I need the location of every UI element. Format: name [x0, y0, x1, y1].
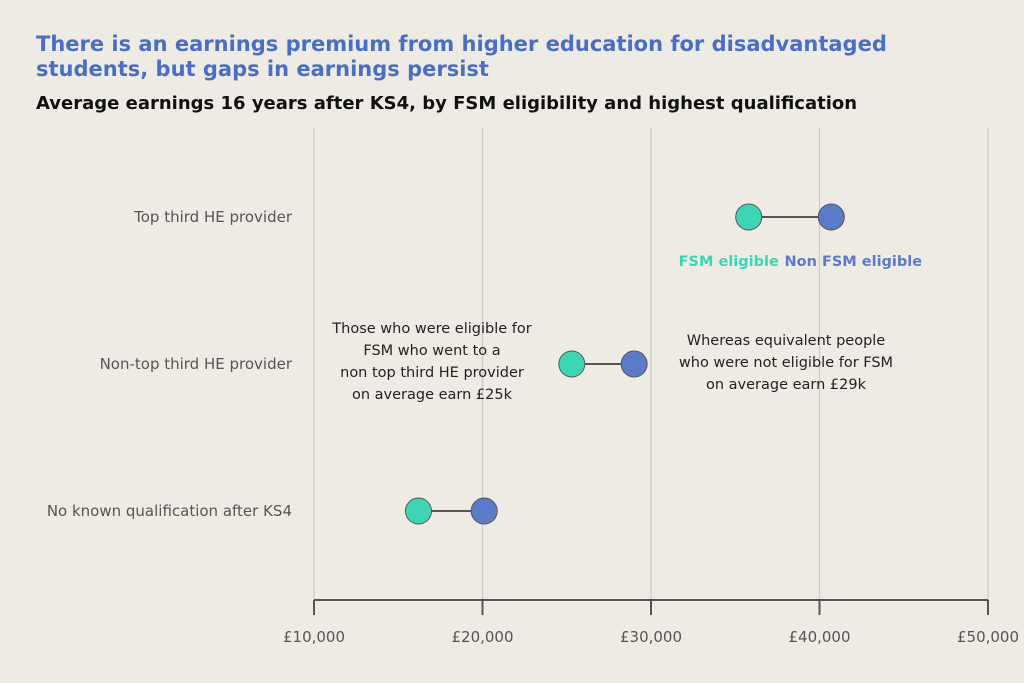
point-fsm-2 [404, 497, 432, 525]
point-non-fsm-2 [470, 497, 498, 525]
annotation-0-line-2: non top third HE provider [340, 365, 524, 381]
point-fsm-0 [735, 203, 763, 231]
x-tick-label-0: £10,000 [283, 628, 345, 646]
annotation-0-line-0: Those who were eligible for [331, 321, 531, 337]
point-fsm-1 [558, 350, 586, 378]
category-label-0: Top third HE provider [133, 208, 293, 226]
category-label-2: No known qualification after KS4 [47, 502, 292, 520]
chart-title: There is an earnings premium from higher… [36, 32, 887, 81]
chart-subtitle: Average earnings 16 years after KS4, by … [36, 93, 858, 114]
annotation-0-line-3: on average earn £25k [352, 387, 513, 403]
x-tick-label-3: £40,000 [788, 628, 850, 646]
legend-non-fsm-eligible: Non FSM eligible [784, 254, 922, 270]
x-tick-label-4: £50,000 [957, 628, 1019, 646]
point-non-fsm-0 [817, 203, 845, 231]
annotation-0-line-1: FSM who went to a [363, 343, 500, 359]
category-label-1: Non-top third HE provider [100, 355, 293, 373]
x-tick-label-1: £20,000 [451, 628, 513, 646]
annotation-1-line-1: who were not eligible for FSM [679, 355, 893, 371]
x-tick-label-2: £30,000 [620, 628, 682, 646]
annotation-1-line-0: Whereas equivalent people [687, 333, 886, 349]
annotation-1-line-2: on average earn £29k [706, 377, 867, 393]
point-non-fsm-1 [620, 350, 648, 378]
legend-fsm-eligible: FSM eligible [679, 254, 779, 270]
